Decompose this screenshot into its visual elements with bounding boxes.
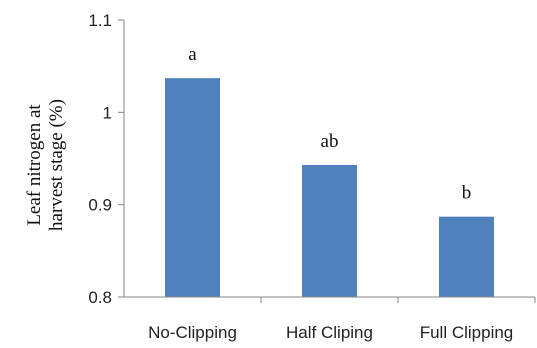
category-label: Half Cliping xyxy=(286,323,373,342)
y-tick-label: 0.9 xyxy=(88,196,112,215)
data-label: a xyxy=(188,44,197,65)
bar-half-cliping xyxy=(302,164,357,297)
y-axis-ticks: 0.8 0.9 1 1.1 xyxy=(88,11,536,307)
y-axis-title-line-1: Leaf nitrogen at xyxy=(24,104,45,226)
y-tick-label: 1 xyxy=(103,103,112,122)
data-label: ab xyxy=(321,131,339,152)
category-label: Full Clipping xyxy=(420,323,514,342)
data-labels: a ab b xyxy=(188,44,471,204)
axes xyxy=(123,20,535,298)
bar-full-clipping xyxy=(439,216,494,297)
category-labels: No-Clipping Half Cliping Full Clipping xyxy=(148,323,513,342)
data-label: b xyxy=(462,183,472,204)
y-tick-label: 1.1 xyxy=(88,11,112,30)
category-label: No-Clipping xyxy=(148,323,237,342)
bars xyxy=(165,78,494,297)
y-tick-label: 0.8 xyxy=(88,288,112,307)
y-axis-title-line-2: harvest stage (%) xyxy=(46,99,67,231)
bar-no-clipping xyxy=(165,78,220,297)
y-axis-title: Leaf nitrogen at harvest stage (%) xyxy=(24,99,67,231)
